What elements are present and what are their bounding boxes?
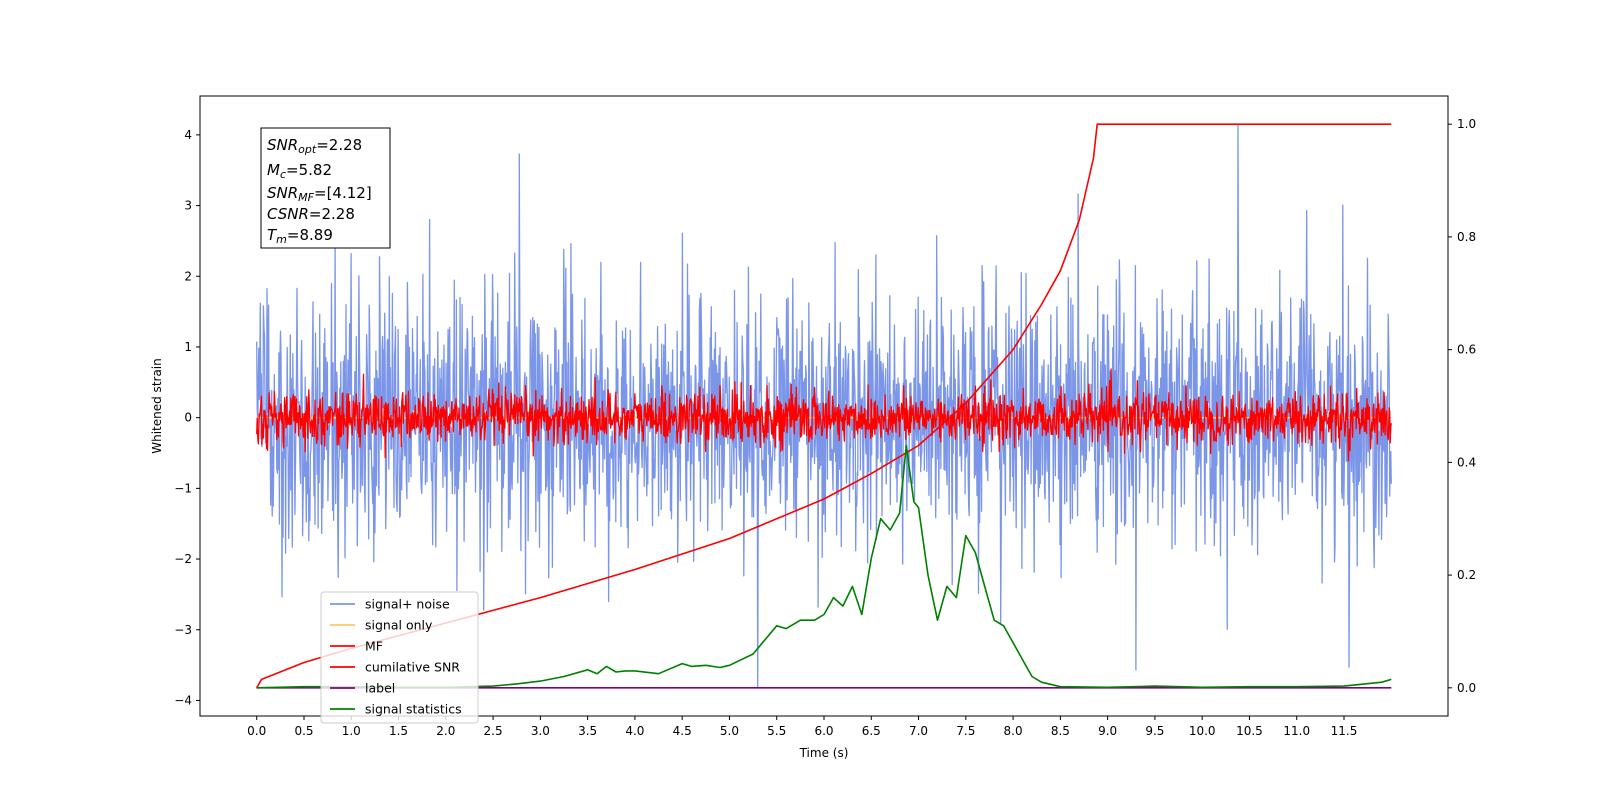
annotation-line: SNRMF=[4.12]: [267, 184, 372, 204]
y-left-tick-label: −1: [174, 481, 192, 495]
annotation-value: =8.89: [287, 226, 333, 244]
annotation-subscript: c: [280, 168, 286, 181]
annotation-symbol: T: [267, 226, 278, 244]
annotation-value: =5.82: [286, 161, 332, 179]
annotation-subscript: m: [276, 233, 287, 246]
annotation-subscript: opt: [298, 143, 317, 156]
legend-label-signal-noise: signal+ noise: [365, 597, 450, 612]
legend: signal+ noise signal only MF cumilative SNR…: [320, 591, 479, 724]
x-tick-label: 6.5: [862, 724, 881, 738]
x-tick-label: 4.5: [673, 724, 692, 738]
annotation-line: Mc=5.82: [267, 161, 332, 181]
y-left-tick-label: −2: [174, 552, 192, 566]
x-tick-label: 4.0: [625, 724, 644, 738]
y-right-tick-label: 0.0: [1457, 681, 1476, 695]
legend-label-label: label: [365, 681, 395, 696]
y-left-tick-label: 0: [184, 411, 192, 425]
y-left-tick-label: 3: [184, 199, 192, 213]
y-left-tick-label: 1: [184, 340, 192, 354]
x-tick-label: 11.0: [1283, 724, 1310, 738]
annotation-line: CSNR=2.28: [267, 205, 355, 223]
legend-label-signal-only: signal only: [365, 618, 433, 633]
y-right-tick-label: 0.4: [1457, 455, 1476, 469]
x-tick-label: 0.5: [294, 724, 313, 738]
x-axis-label: Time (s): [799, 746, 849, 760]
y-left-tick-label: 2: [184, 269, 192, 283]
x-tick-label: 2.5: [484, 724, 503, 738]
annotation-frame: [260, 127, 391, 249]
y-right-tick-label: 0.8: [1457, 230, 1476, 244]
x-tick-label: 9.0: [1098, 724, 1117, 738]
x-tick-label: 7.0: [909, 724, 928, 738]
annotation-value: =[4.12]: [314, 184, 372, 202]
y-left-tick-label: −4: [174, 693, 192, 707]
x-tick-label: 9.5: [1145, 724, 1164, 738]
legend-label-cumilative-snr: cumilative SNR: [365, 660, 460, 675]
y-right-tick-label: 1.0: [1457, 117, 1476, 131]
y-left-tick-label: 4: [184, 128, 192, 142]
annotation-value: =2.28: [316, 136, 362, 154]
x-tick-label: 10.0: [1189, 724, 1216, 738]
x-tick-label: 6.0: [814, 724, 833, 738]
annotation-box: SNRopt=2.28Mc=5.82SNRMF=[4.12]CSNR=2.28T…: [260, 127, 391, 249]
y-axis-right: 0.0 0.2 0.4 0.6 0.8 1.0: [1448, 117, 1476, 695]
y-left-tick-label: −3: [174, 623, 192, 637]
x-tick-label: 2.0: [436, 724, 455, 738]
annotation-line: SNRopt=2.28: [267, 136, 362, 156]
x-tick-label: 5.0: [720, 724, 739, 738]
annotation-symbol: SNR: [267, 136, 298, 154]
annotation-line: Tm=8.89: [267, 226, 333, 246]
legend-frame: [320, 591, 479, 724]
x-tick-label: 11.5: [1331, 724, 1358, 738]
x-tick-label: 5.5: [767, 724, 786, 738]
x-tick-label: 0.0: [247, 724, 266, 738]
annotation-symbol: CSNR: [267, 205, 309, 223]
x-tick-label: 8.5: [1051, 724, 1070, 738]
series-mf-line: [256, 368, 1392, 462]
annotation-value: =2.28: [309, 205, 355, 223]
legend-label-signal-statistics: signal statistics: [365, 702, 462, 717]
x-tick-label: 7.5: [956, 724, 975, 738]
annotation-subscript: MF: [298, 191, 314, 204]
legend-label-mf: MF: [365, 639, 383, 654]
y-right-tick-label: 0.2: [1457, 568, 1476, 582]
x-tick-label: 1.0: [342, 724, 361, 738]
x-tick-label: 3.0: [531, 724, 550, 738]
x-tick-label: 8.0: [1004, 724, 1023, 738]
y-right-tick-label: 0.6: [1457, 343, 1476, 357]
x-tick-label: 3.5: [578, 724, 597, 738]
x-axis: 0.0 0.5 1.0 1.5 2.0 2.5 3.0 3.5 4.0 4.5 5.0 5.5 6.0 6…: [247, 716, 1357, 738]
x-tick-label: 10.5: [1236, 724, 1263, 738]
x-tick-label: 1.5: [389, 724, 408, 738]
y-axis-label: Whitened strain: [150, 358, 164, 454]
annotation-symbol: M: [267, 161, 280, 179]
y-axis-left: −4 −3 −2 −1 0 1 2 3 4: [174, 128, 200, 707]
annotation-symbol: SNR: [267, 184, 298, 202]
series-signal-statistics-line: [256, 444, 1392, 689]
